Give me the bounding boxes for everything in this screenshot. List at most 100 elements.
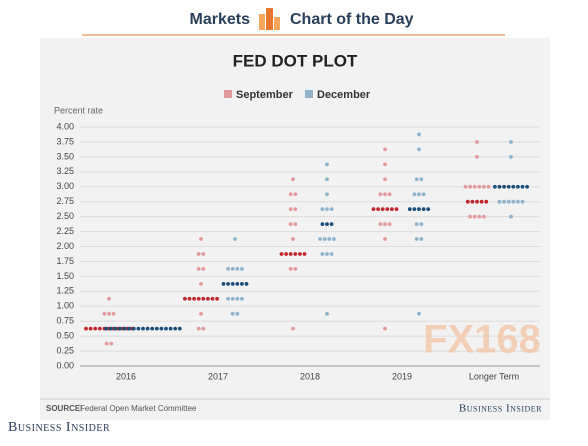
dot — [329, 207, 334, 212]
dot-row — [378, 222, 392, 226]
dot — [107, 311, 111, 316]
dot-row — [468, 214, 486, 219]
header-feature: Chart of the Day — [290, 11, 414, 28]
dot-row — [199, 237, 203, 241]
dot — [226, 296, 231, 301]
y-tick-label: 3.00 — [56, 181, 74, 191]
dot-row — [320, 252, 334, 256]
y-tick-label: 3.25 — [56, 166, 74, 176]
dot-row — [412, 192, 426, 197]
y-tick-label: 1.75 — [56, 256, 74, 266]
dot — [201, 252, 206, 256]
dot — [196, 267, 201, 271]
dot — [226, 267, 231, 271]
header-icon — [259, 8, 280, 30]
dot — [417, 192, 421, 197]
dot — [502, 199, 506, 204]
dot — [233, 237, 237, 241]
dot — [520, 184, 525, 189]
dot-row — [291, 326, 295, 331]
dot — [240, 296, 244, 301]
dot-row — [183, 296, 220, 301]
dot — [293, 222, 298, 226]
dot — [419, 177, 424, 182]
chart-title: FED DOT PLOT — [233, 51, 358, 70]
y-tick-label: 2.75 — [56, 196, 74, 206]
dot — [108, 326, 113, 331]
dot — [235, 311, 240, 316]
legend-swatch — [305, 90, 313, 98]
dot — [502, 184, 506, 189]
dot-row — [325, 162, 329, 167]
dot — [511, 184, 516, 189]
dot — [506, 184, 511, 189]
dot-row — [226, 296, 244, 301]
dot — [196, 326, 201, 331]
dot — [516, 199, 520, 204]
dot — [291, 177, 295, 182]
dot — [235, 281, 240, 286]
dot — [419, 222, 424, 226]
footer-brand: Business Insider — [8, 420, 110, 435]
dot-row — [414, 222, 424, 226]
source: Federal Open Market Committee — [80, 404, 197, 413]
dot — [477, 184, 482, 189]
dot — [291, 237, 295, 241]
card-brand: Business Insider — [459, 403, 542, 415]
dot — [387, 192, 392, 197]
y-tick-label: 2.00 — [56, 241, 74, 251]
dot — [201, 267, 206, 271]
dot-row — [509, 140, 513, 144]
y-tick-label: 1.25 — [56, 286, 74, 296]
dot — [293, 252, 298, 256]
dot — [383, 237, 387, 241]
dot — [235, 296, 240, 301]
dot — [210, 296, 215, 301]
y-tick-label: 3.50 — [56, 151, 74, 161]
dot-row — [196, 267, 206, 271]
dot-row — [383, 177, 387, 182]
dot — [329, 252, 334, 256]
dot — [475, 199, 479, 204]
dot — [463, 184, 468, 189]
dot — [472, 184, 477, 189]
dot — [322, 237, 327, 241]
x-tick-label: 2019 — [392, 371, 412, 381]
legend-swatch — [224, 90, 232, 98]
dot — [293, 267, 298, 271]
dot — [516, 184, 520, 189]
dot — [387, 222, 392, 226]
dot — [383, 326, 387, 331]
dot — [383, 177, 387, 182]
dot-row — [288, 192, 298, 197]
dot — [131, 326, 136, 331]
dot — [187, 296, 192, 301]
dot — [320, 222, 325, 226]
dot — [111, 311, 116, 316]
dot-row — [199, 281, 203, 286]
dot — [141, 326, 145, 331]
dot — [226, 281, 231, 286]
dot-row — [493, 184, 529, 189]
dot-row — [325, 311, 329, 316]
dot — [378, 222, 383, 226]
dot-row — [320, 207, 334, 212]
dot — [196, 296, 201, 301]
dot — [199, 281, 203, 286]
dot — [325, 177, 329, 182]
dot — [417, 147, 421, 152]
dot-row — [497, 199, 525, 204]
dot — [417, 132, 421, 137]
dot — [288, 267, 293, 271]
dot-row — [407, 207, 431, 212]
dot — [475, 154, 479, 159]
dot-row — [196, 326, 206, 331]
dot — [318, 237, 322, 241]
dot — [118, 326, 122, 331]
dot — [511, 199, 516, 204]
header-section: Markets — [190, 11, 251, 28]
dot — [465, 199, 470, 204]
dot — [183, 296, 187, 301]
dot — [288, 192, 293, 197]
dot — [426, 207, 431, 212]
